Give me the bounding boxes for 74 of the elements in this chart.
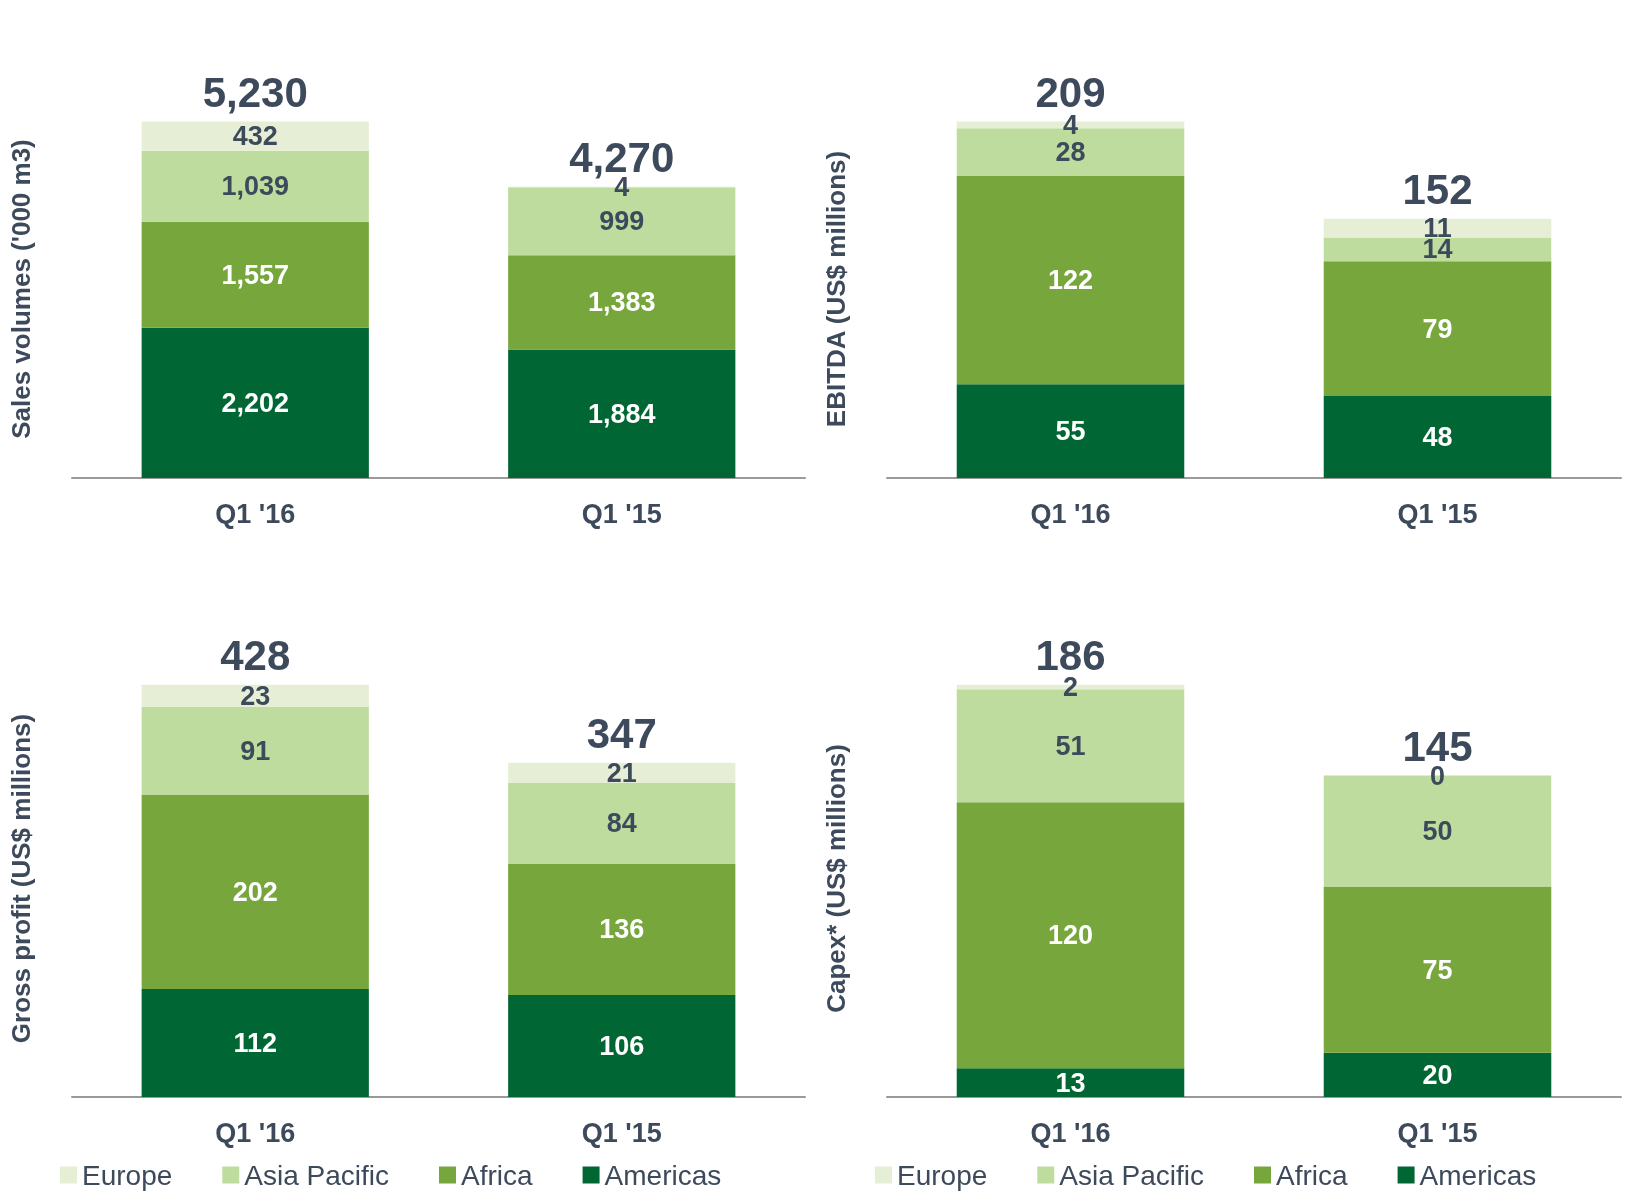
bar [1323,886,1552,1053]
data-label: 91 [240,735,271,766]
bar [1323,1052,1552,1097]
data-label: 13 [1055,1067,1086,1098]
data-label: 122 [1047,265,1094,296]
bar [956,1068,1185,1097]
y-axis-title: Gross profit (US$ millions) [6,713,36,1044]
legend-label: Europe [82,1159,173,1191]
bar [956,384,1185,478]
total-label: 5,230 [202,68,308,116]
bar [141,121,369,151]
data-label: 120 [1047,920,1094,951]
y-axis-title: Capex* (US$ millions) [821,744,851,1013]
legend-label: Europe [897,1159,988,1191]
bar [508,863,736,995]
x-tick-label: Q1 '16 [1030,498,1111,529]
x-tick-label: Q1 '15 [1397,498,1478,529]
bar [508,255,736,350]
total-label: 152 [1402,166,1473,214]
bar [141,684,369,707]
data-label: 432 [232,121,278,152]
data-label: 136 [599,914,645,945]
bar [141,150,369,222]
total-label: 428 [220,632,291,680]
bar [141,221,369,328]
bar [141,794,369,990]
data-label: 999 [599,206,645,237]
legend-label: Africa [461,1159,534,1191]
data-label: 50 [1422,816,1453,847]
data-label: 28 [1055,137,1086,168]
data-label: 1,039 [221,171,290,202]
x-tick-label: Q1 '15 [1397,1117,1478,1148]
x-tick-label: Q1 '16 [215,1117,296,1148]
legend-label: Americas [1419,1159,1537,1191]
bar [1323,396,1552,478]
legend-label: Africa [1276,1159,1349,1191]
bar [141,989,369,1097]
legend-label: Asia Pacific [1059,1159,1205,1191]
x-tick-label: Q1 '16 [215,498,296,529]
x-tick-label: Q1 '15 [581,498,662,529]
data-label: 202 [232,876,278,907]
data-label: 51 [1055,730,1086,761]
bar [141,327,369,478]
legend-label: Americas [604,1159,722,1191]
x-tick-label: Q1 '16 [1030,1117,1111,1148]
total-label: 347 [586,710,657,758]
data-label: 79 [1422,313,1453,344]
data-label: 75 [1422,954,1453,985]
x-tick-label: Q1 '15 [581,1117,662,1148]
data-label: 1,383 [587,287,656,318]
data-label: 23 [240,680,271,711]
bar [956,802,1185,1069]
data-label: 106 [599,1030,645,1061]
bar [508,349,736,478]
data-label: 84 [606,808,637,839]
data-label: 21 [606,757,637,788]
bar [508,782,736,864]
data-label: 48 [1422,422,1453,453]
data-label: 20 [1422,1059,1453,1090]
data-label: 1,557 [221,259,290,290]
y-axis-title: Sales volumes ('000 m3) [6,139,36,439]
data-label: 112 [233,1028,278,1059]
bar [1323,261,1552,397]
data-label: 2,202 [221,387,290,418]
bar [508,994,736,1097]
y-axis-title: EBITDA (US$ millions) [821,150,851,428]
data-label: 1,884 [587,398,656,429]
bar [141,706,369,795]
legend-label: Asia Pacific [244,1159,390,1191]
bar [1323,237,1552,262]
data-label: 55 [1055,416,1086,447]
bar [508,762,736,783]
bar [1323,218,1552,238]
bar [956,176,1185,385]
